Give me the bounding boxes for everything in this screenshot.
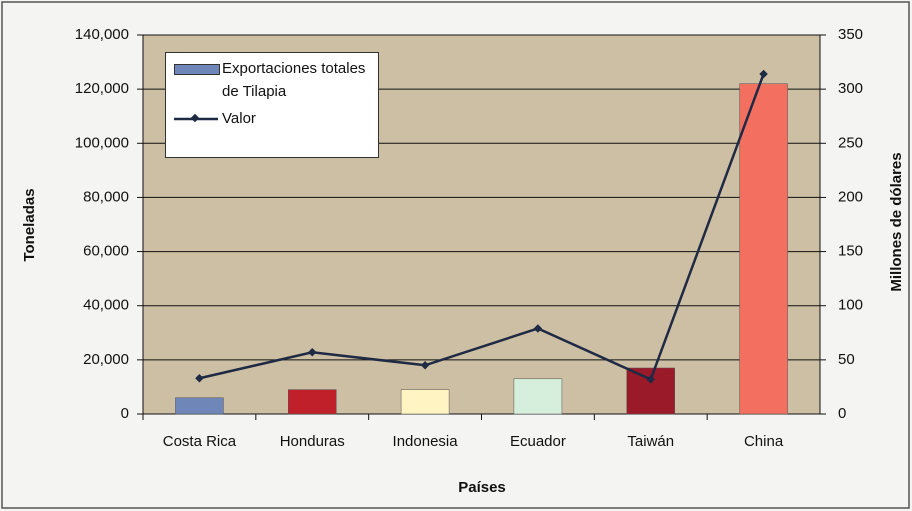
bar: [175, 397, 224, 415]
x-tick-label: China: [744, 433, 784, 450]
line-marker: [646, 375, 655, 384]
legend-swatch: [174, 113, 218, 123]
y2-tick-label: 300: [838, 80, 863, 97]
y-tick-label: 0: [121, 405, 129, 422]
x-tick-label: Ecuador: [510, 433, 566, 450]
bar: [400, 389, 450, 415]
y2-tick-label: 250: [838, 134, 863, 151]
y2-tick-label: 200: [838, 188, 863, 205]
y-tick-label: 80,000: [83, 188, 129, 205]
legend-marker: [190, 113, 200, 123]
x-axis-label: Países: [458, 479, 506, 496]
x-tick-label: Taiwán: [627, 433, 674, 450]
line-marker: [533, 324, 543, 333]
line-marker: [308, 348, 317, 357]
line: [199, 73, 765, 382]
legend: Exportaciones totales de Tilapia Valor: [165, 52, 379, 158]
y-axis-label: Toneladas: [21, 188, 38, 261]
x-tick-label: Honduras: [280, 433, 345, 450]
legend-label: Valor: [222, 110, 256, 127]
y-tick-label: 140,000: [75, 26, 129, 43]
x-tick-label: Indonesia: [393, 433, 459, 450]
legend-label: Exportaciones totales de Tilapia: [222, 60, 366, 100]
y2-tick-label: 0: [838, 405, 846, 422]
line-marker: [195, 374, 204, 383]
legend-entry: Valor: [166, 107, 378, 130]
y-tick-label: 20,000: [83, 351, 129, 368]
y-tick-label: 120,000: [75, 80, 129, 97]
line-marker: [420, 361, 430, 370]
y2-tick-label: 350: [838, 26, 863, 43]
bar: [288, 389, 337, 415]
bar: [626, 367, 675, 415]
y2-tick-label: 100: [838, 297, 863, 314]
y2-tick-label: 50: [838, 351, 855, 368]
bar: [739, 83, 788, 415]
legend-swatch: [174, 64, 220, 75]
legend-entry: Exportaciones totales de Tilapia: [166, 57, 378, 103]
y-tick-label: 40,000: [83, 297, 129, 314]
x-tick-label: Costa Rica: [163, 433, 237, 450]
bar: [513, 378, 563, 415]
y-tick-label: 60,000: [83, 243, 129, 260]
y-tick-label: 100,000: [75, 134, 129, 151]
y2-tick-label: 150: [838, 243, 863, 260]
y2-axis-label: Millones de dólares: [888, 152, 905, 291]
